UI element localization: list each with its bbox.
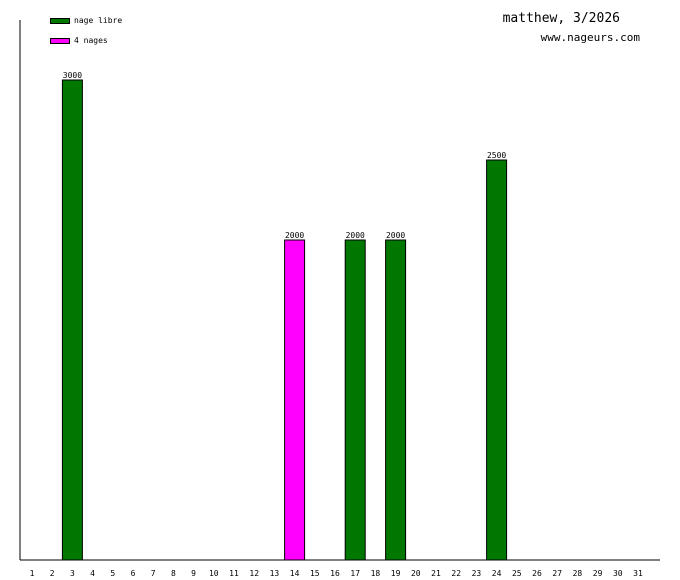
x-tick-label: 11 [229,569,239,578]
x-tick-label: 29 [593,569,603,578]
data-label: 2000 [285,231,304,240]
bar-nage-libre-day-17 [344,239,366,561]
x-tick-label: 27 [552,569,562,578]
x-tick-label: 30 [613,569,623,578]
x-tick-label: 22 [451,569,461,578]
x-tick-label: 19 [391,569,401,578]
x-tick-label: 10 [209,569,219,578]
x-tick-label: 6 [131,569,136,578]
legend-item-4-nages: 4 nages [50,36,108,45]
x-tick-label: 14 [290,569,300,578]
x-tick-label: 16 [330,569,340,578]
x-tick-label: 28 [573,569,583,578]
x-tick-label: 26 [532,569,542,578]
x-tick-label: 8 [171,569,176,578]
bar-4-nages-day-14 [284,239,306,561]
bar-nage-libre-day-24 [486,159,508,561]
legend-label-4-nages: 4 nages [74,36,108,45]
site-url: www.nageurs.com [540,31,640,44]
legend-label-nage-libre: nage libre [74,16,123,25]
x-tick-label: 12 [249,569,259,578]
legend-swatch-nage-libre [50,17,70,24]
x-tick-label: 2 [50,569,55,578]
x-tick-label: 17 [350,569,360,578]
x-tick-label: 20 [411,569,421,578]
data-label: 2000 [386,231,405,240]
bar-nage-libre-day-3 [61,79,83,561]
x-tick-label: 5 [110,569,115,578]
x-tick-label: 7 [151,569,156,578]
legend-item-nage-libre: nage libre [50,16,122,25]
x-tick-label: 18 [371,569,381,578]
x-tick-label: 4 [90,569,95,578]
legend-swatch-4-nages [50,37,70,44]
x-tick-label: 23 [472,569,482,578]
chart-title: matthew, 3/2026 [502,11,620,26]
x-tick-label: 3 [70,569,75,578]
x-tick-label: 25 [512,569,522,578]
x-tick-labels: 1 2 3 4 5 6 7 8 9 10 11 12 13 14 15 16 17 18 19 20 21 22 23 24 2… [30,569,643,578]
data-label: 2500 [487,151,506,160]
x-tick-label: 13 [270,569,280,578]
bars-group: 3000 2000 2000 2000 2500 [61,71,508,561]
x-tick-label: 31 [633,569,643,578]
x-tick-label: 21 [431,569,441,578]
data-label: 2000 [346,231,365,240]
data-label: 3000 [63,71,82,80]
bar-nage-libre-day-19 [385,239,407,561]
x-tick-label: 15 [310,569,320,578]
x-tick-label: 24 [492,569,502,578]
x-tick-label: 9 [191,569,196,578]
x-tick-label: 1 [30,569,35,578]
